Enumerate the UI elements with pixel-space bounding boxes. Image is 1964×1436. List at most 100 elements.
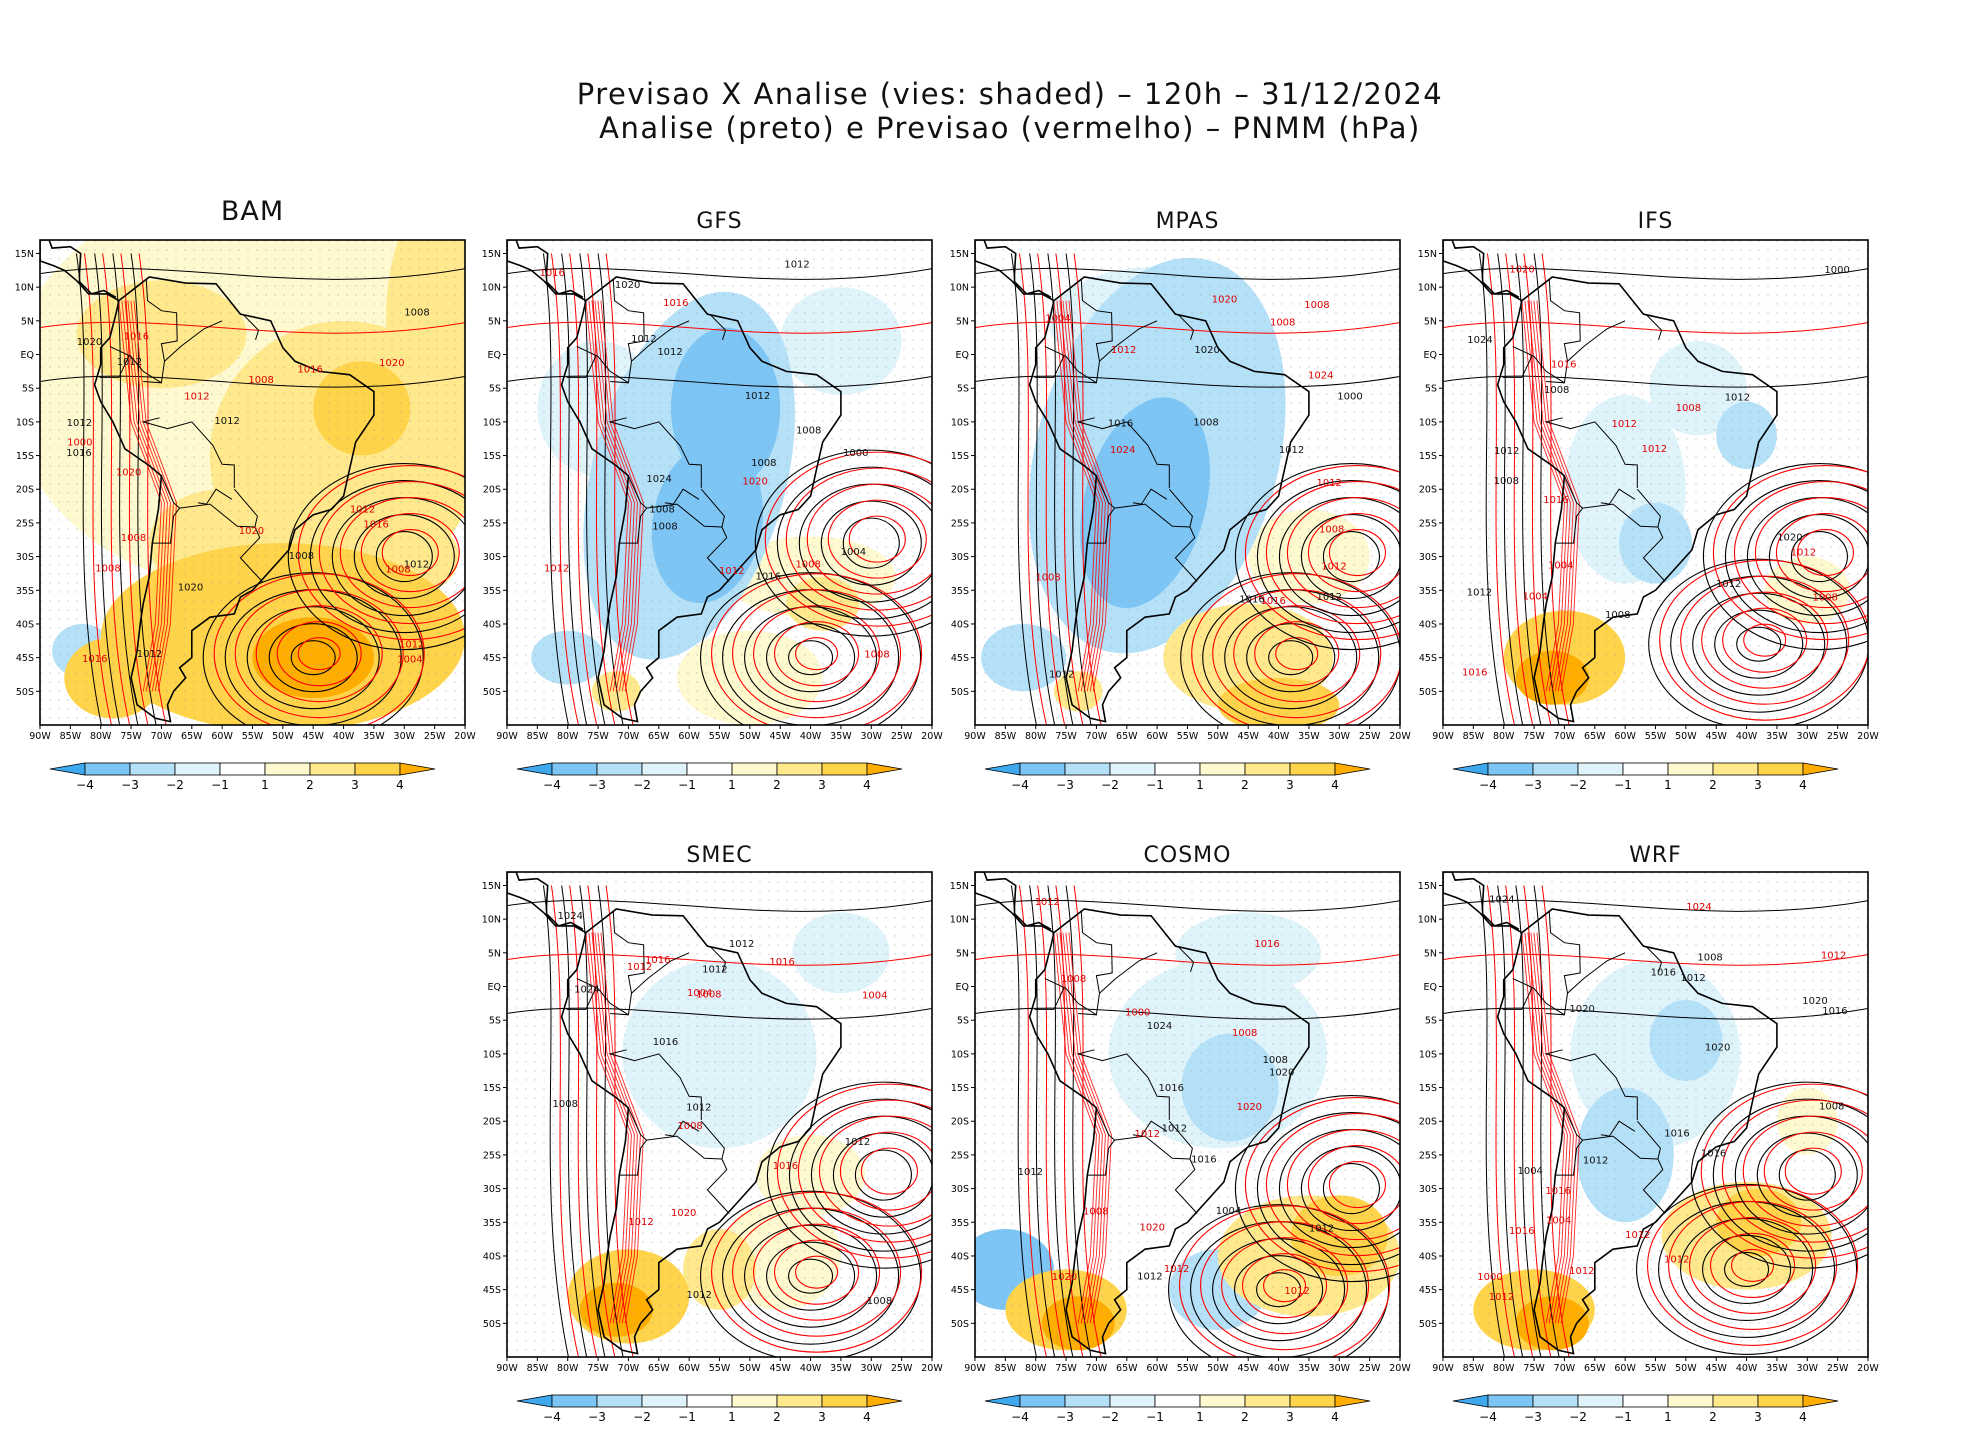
lat-tick-label: 10N bbox=[1418, 915, 1437, 926]
colorbar-swatch-pos2 bbox=[776, 762, 823, 776]
isobar-label: 1004 bbox=[687, 988, 712, 999]
colorbar-swatch-neg2 bbox=[1532, 762, 1579, 776]
isobar-label: 1020 bbox=[671, 1208, 696, 1219]
country-border bbox=[141, 417, 168, 430]
panel-title: WRF bbox=[1629, 843, 1682, 868]
lat-tick-label: EQ bbox=[956, 982, 969, 993]
colorbar-label: 1 bbox=[1196, 1410, 1204, 1424]
analysis-isobar bbox=[1065, 253, 1092, 725]
analysis-isobar bbox=[1724, 480, 1868, 634]
country-border bbox=[664, 488, 700, 505]
analysis-isobar bbox=[832, 1132, 932, 1218]
analysis-isobar bbox=[1443, 375, 1868, 388]
isobar-label: 1008 bbox=[864, 649, 889, 660]
forecast-isobar bbox=[1721, 1099, 1868, 1243]
analysis-isobar bbox=[1515, 253, 1542, 725]
colorbar-swatch-neg2 bbox=[1064, 1394, 1111, 1408]
colorbar-swatch-neg1 bbox=[1109, 1394, 1156, 1408]
isobar-label: 1008 bbox=[696, 990, 721, 1001]
country-border bbox=[608, 417, 635, 430]
colorbar-label: −3 bbox=[1056, 778, 1074, 792]
analysis-isobar bbox=[202, 572, 424, 725]
lat-tick-label: 25S bbox=[1419, 1150, 1437, 1161]
forecast-isobar bbox=[1275, 637, 1319, 671]
forecast-isobar bbox=[550, 253, 579, 725]
lat-tick-label: 45S bbox=[1419, 1285, 1437, 1296]
map-panel-smec: SMEC101210121012101210081016101210081012… bbox=[482, 843, 944, 1424]
isobar-label: 1012 bbox=[1467, 587, 1492, 598]
forecast-isobar bbox=[569, 885, 598, 1357]
lat-tick-label: 35S bbox=[951, 1218, 969, 1229]
lon-tick-label: 60W bbox=[678, 731, 700, 742]
country-border bbox=[1178, 314, 1195, 340]
analysis-isobar bbox=[776, 466, 932, 620]
lat-tick-label: 30S bbox=[951, 1184, 969, 1195]
map-panel-bam: BAM1012101610121012100810081012101610121… bbox=[15, 196, 477, 792]
country-border bbox=[1544, 1049, 1571, 1062]
colorbar-label: −3 bbox=[1524, 778, 1542, 792]
lat-tick-label: 30S bbox=[1419, 552, 1437, 563]
country-border bbox=[1178, 946, 1195, 972]
colorbar-swatch-pos2 bbox=[1712, 762, 1759, 776]
isobar-label: 1000 bbox=[1824, 265, 1849, 276]
colorbar-label: 4 bbox=[1331, 778, 1339, 792]
isobar-label: 1012 bbox=[745, 391, 770, 402]
lon-tick-label: 90W bbox=[1432, 731, 1454, 742]
lat-tick-label: 10N bbox=[1418, 283, 1437, 294]
forecast-isobar bbox=[1062, 932, 1106, 1324]
lat-tick-label: 5N bbox=[1424, 948, 1437, 959]
country-border bbox=[1102, 421, 1170, 488]
colorbar-swatch-neg2 bbox=[596, 1394, 643, 1408]
lon-tick-label: 75W bbox=[1055, 1363, 1077, 1374]
lon-tick-label: 40W bbox=[1736, 1363, 1758, 1374]
colorbar-arrow-high bbox=[866, 762, 903, 776]
lat-tick-label: 25S bbox=[951, 1150, 969, 1161]
analysis-isobar bbox=[1010, 885, 1037, 1357]
analysis-isobar bbox=[788, 1258, 834, 1294]
analysis-isobar bbox=[754, 449, 932, 637]
country-border bbox=[143, 320, 223, 384]
forecast-isobar bbox=[1055, 253, 1084, 725]
lon-tick-label: 45W bbox=[1705, 1363, 1727, 1374]
colorbar-swatch-pos1 bbox=[1199, 762, 1246, 776]
country-border bbox=[1102, 1053, 1170, 1120]
colorbar-label: 3 bbox=[818, 778, 826, 792]
lat-tick-label: 15N bbox=[950, 881, 969, 892]
lat-tick-label: 15N bbox=[15, 249, 34, 260]
forecast-isobar bbox=[1244, 1097, 1400, 1273]
lat-tick-label: 10N bbox=[482, 283, 501, 294]
isobar-label: 1016 bbox=[1651, 968, 1676, 979]
lat-tick-label: 10S bbox=[951, 1049, 969, 1060]
forecast-isobar bbox=[1733, 481, 1868, 625]
coastline-south-america bbox=[560, 276, 842, 723]
colorbar-label: −4 bbox=[543, 1410, 561, 1424]
lat-tick-label: 5S bbox=[22, 384, 34, 395]
lat-tick-label: 35S bbox=[1419, 586, 1437, 597]
isobar-label: 1012 bbox=[544, 563, 569, 574]
isobar-label: 1008 bbox=[289, 551, 314, 562]
coastline-south-america bbox=[93, 276, 375, 723]
forecast-isobar bbox=[587, 253, 616, 725]
lon-tick-label: 55W bbox=[1177, 731, 1199, 742]
lat-tick-label: 30S bbox=[483, 552, 501, 563]
lon-tick-label: 55W bbox=[242, 731, 264, 742]
colorbar-label: 1 bbox=[728, 1410, 736, 1424]
country-border bbox=[576, 977, 629, 1016]
lon-tick-label: 90W bbox=[29, 731, 51, 742]
isobar-label: 1012 bbox=[719, 566, 744, 577]
forecast-isobar bbox=[588, 300, 632, 692]
isobar-label: 1016 bbox=[645, 955, 670, 966]
lon-tick-label: 70W bbox=[1086, 1363, 1108, 1374]
colorbar-swatch-pos3 bbox=[821, 1394, 868, 1408]
analysis-isobar bbox=[700, 572, 922, 725]
isobar-label: 1004 bbox=[862, 991, 887, 1002]
lon-tick-label: 90W bbox=[496, 1363, 518, 1374]
country-border bbox=[1548, 911, 1581, 994]
lon-tick-label: 55W bbox=[709, 1363, 731, 1374]
forecast-isobar bbox=[1523, 885, 1552, 1357]
colorbar-label: −3 bbox=[588, 1410, 606, 1424]
isobar-label: 1008 bbox=[1304, 300, 1329, 311]
analysis-isobar bbox=[112, 253, 139, 725]
